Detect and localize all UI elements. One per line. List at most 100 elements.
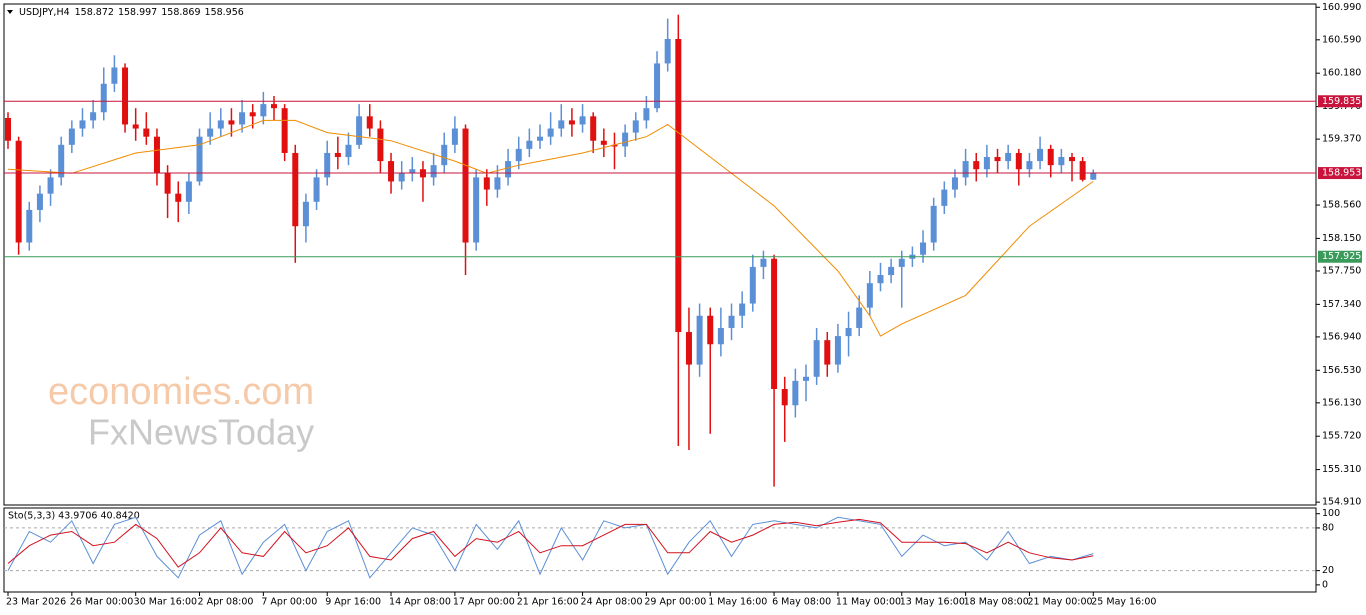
y-tick-label: 157.750 <box>1322 265 1361 276</box>
candle-body <box>1069 157 1075 162</box>
candle-body <box>1079 161 1086 180</box>
y-tick-label: 159.370 <box>1322 134 1361 145</box>
level-label: 158.953 <box>1322 168 1361 179</box>
candle-body <box>558 120 565 129</box>
candle-body <box>983 157 990 170</box>
last-low: 158.869 <box>161 7 200 18</box>
candle-body <box>451 128 458 145</box>
y-tick-label: 154.910 <box>1322 497 1361 508</box>
candle-body <box>473 177 480 243</box>
level-label: 159.835 <box>1322 96 1361 107</box>
y-tick-label: 0 <box>1322 579 1328 590</box>
y-tick-label: 20 <box>1322 565 1334 576</box>
candle-body <box>877 275 884 284</box>
candle-body <box>217 120 224 129</box>
x-tick-label: 26 Mar 00:00 <box>70 597 133 608</box>
x-tick-label: 23 Mar 2026 <box>6 597 66 608</box>
main-panel <box>3 3 1317 506</box>
y-tick-label: 100 <box>1322 508 1340 519</box>
candle-body <box>515 148 522 162</box>
candle-body <box>100 83 107 113</box>
x-tick-label: 21 Apr 16:00 <box>517 597 579 608</box>
candle-body <box>281 108 288 153</box>
candle-body <box>973 161 980 170</box>
candle-body <box>1037 148 1044 162</box>
candle-body <box>654 63 661 109</box>
candle-body <box>803 376 809 381</box>
candle-body <box>760 258 767 267</box>
candle-body <box>334 152 341 158</box>
candle-body <box>675 39 682 333</box>
candle-body <box>781 389 788 406</box>
y-tick-label: 158.150 <box>1322 233 1361 244</box>
x-tick-label: 14 Apr 08:00 <box>389 597 451 608</box>
y-tick-label: 156.530 <box>1322 365 1361 376</box>
watermark: economies.com FxNewsToday <box>48 371 314 452</box>
candle-body <box>920 242 927 255</box>
candle-body <box>749 266 756 304</box>
candle-body <box>526 140 533 149</box>
candle-body <box>494 177 501 190</box>
level-label-box <box>1318 250 1362 263</box>
candle-body <box>579 116 586 125</box>
candle-body <box>728 315 735 328</box>
candle-body <box>866 283 873 308</box>
x-tick-label: 17 Apr 00:00 <box>453 597 515 608</box>
candle-body <box>622 132 629 147</box>
candle-body <box>856 307 863 328</box>
candle-body <box>664 39 671 64</box>
candle-body <box>632 120 639 133</box>
candle-body <box>5 117 11 141</box>
candle-body <box>824 340 831 365</box>
x-tick-label: 24 Apr 08:00 <box>581 597 643 608</box>
candle-body <box>122 67 129 125</box>
candle-body <box>260 104 267 117</box>
candle-body <box>813 340 820 377</box>
candle-body <box>153 136 160 174</box>
candle-body <box>90 112 97 121</box>
candle-body <box>441 144 448 166</box>
candle-body <box>590 116 597 141</box>
last-high: 158.997 <box>118 7 157 18</box>
candle-body <box>388 161 395 182</box>
candle-body <box>611 144 618 147</box>
stochastic-line <box>7 518 1094 568</box>
symbol: USDJPY,H4 <box>19 7 70 18</box>
candle-body <box>685 332 692 365</box>
candle-body <box>324 152 331 178</box>
last-close: 158.956 <box>205 7 244 18</box>
level-label: 157.925 <box>1322 251 1361 262</box>
candle-body <box>175 193 182 202</box>
candle-body <box>483 177 490 190</box>
candle-body <box>771 258 778 390</box>
candle-body <box>164 173 171 194</box>
candle-body <box>196 136 203 182</box>
x-tick-label: 6 May 08:00 <box>772 597 831 608</box>
y-tick-label: 160.180 <box>1322 68 1361 79</box>
candle-body <box>1005 152 1012 162</box>
candle-body <box>228 120 235 125</box>
candle-body <box>58 144 65 178</box>
candle-body <box>68 128 75 145</box>
candle-body <box>941 189 948 206</box>
watermark-text: FxNewsToday <box>88 412 314 453</box>
candle-body <box>36 193 43 210</box>
candle-body <box>1058 157 1065 166</box>
candle-body <box>898 258 905 267</box>
x-tick-label: 7 Apr 00:00 <box>261 597 317 608</box>
candle-body <box>930 205 937 243</box>
x-tick-label: 9 Apr 16:00 <box>325 597 381 608</box>
candle-body <box>643 108 650 121</box>
candle-body <box>271 104 277 109</box>
menu-arrow[interactable] <box>7 10 13 14</box>
candle-body <box>600 140 607 145</box>
x-tick-label: 2 Apr 08:00 <box>198 597 254 608</box>
stochastic-line <box>7 516 1094 579</box>
level-label-box <box>1318 95 1362 108</box>
sub-panel <box>3 507 1317 593</box>
candle-body <box>834 336 841 365</box>
candle-body <box>505 161 512 178</box>
